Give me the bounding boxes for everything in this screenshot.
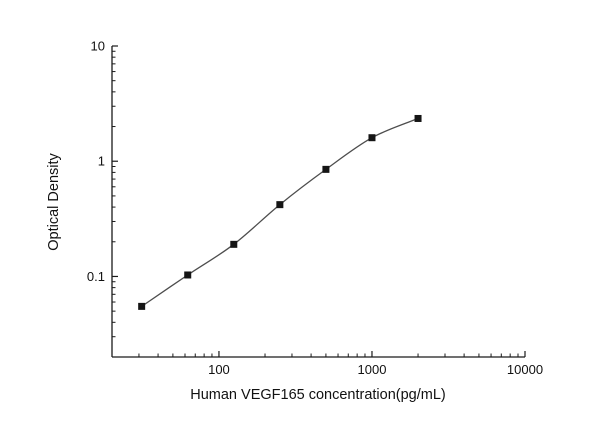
y-tick-label: 0.1 (87, 269, 105, 284)
data-point-marker (414, 114, 422, 122)
series-curve (141, 117, 419, 307)
ticks-layer: 100 1000 10000 0.1 1 10 (87, 39, 543, 378)
x-tick-label: 1000 (358, 362, 387, 377)
y-tick-label: 10 (91, 39, 105, 54)
x-axis-label: Human VEGF165 concentration(pg/mL) (190, 387, 446, 403)
data-point-marker (230, 240, 238, 248)
data-series-layer (138, 114, 422, 310)
y-axis-label: Optical Density (46, 153, 62, 251)
x-tick-label: 10000 (507, 362, 543, 377)
x-tick-label: 100 (208, 362, 230, 377)
data-point-marker (322, 165, 330, 173)
axes-layer (111, 46, 525, 358)
y-tick-label: 1 (98, 154, 105, 169)
data-point-marker (184, 271, 192, 279)
data-point-marker (138, 302, 146, 310)
data-point-marker (276, 201, 284, 209)
data-point-marker (368, 134, 376, 142)
